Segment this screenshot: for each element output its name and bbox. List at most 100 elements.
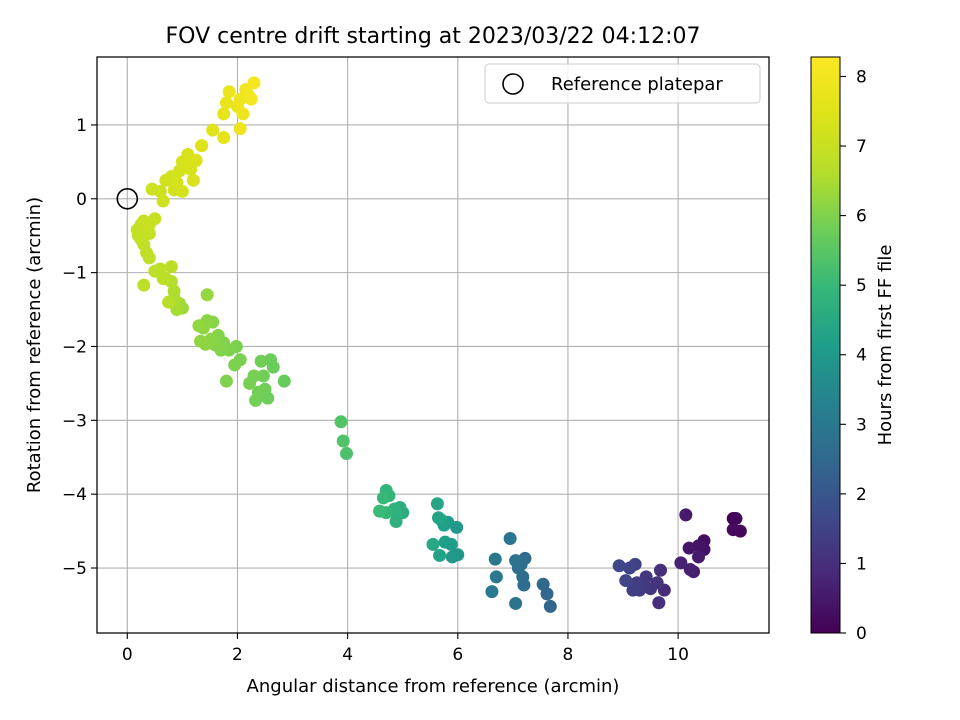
scatter-point bbox=[389, 514, 403, 528]
scatter-point bbox=[438, 535, 452, 549]
legend: Reference platepar bbox=[484, 63, 761, 104]
x-axis-ticks: 0 2 4 6 8 10 bbox=[122, 633, 689, 665]
scatter-point bbox=[243, 376, 257, 390]
scatter-point bbox=[489, 570, 503, 584]
scatter-point bbox=[244, 92, 258, 106]
chart-title: FOV centre drift starting at 2023/03/22 … bbox=[166, 24, 701, 49]
y-tick-label: −5 bbox=[62, 559, 87, 579]
colorbar: 0 1 2 3 4 5 6 7 8 Hours from first FF file bbox=[810, 56, 896, 644]
reference-point-icon bbox=[116, 187, 139, 210]
scatter-point bbox=[543, 599, 557, 613]
colorbar-label: Hours from first FF file bbox=[875, 245, 896, 446]
legend-entry-reference: Reference platepar bbox=[551, 74, 723, 95]
scatter-point bbox=[156, 194, 170, 208]
scatter-point bbox=[217, 130, 231, 144]
x-tick-label: 0 bbox=[122, 645, 133, 665]
colorbar-gradient bbox=[810, 56, 841, 634]
y-tick-label: −2 bbox=[62, 337, 87, 357]
scatter-point bbox=[488, 552, 502, 566]
scatter-point bbox=[249, 393, 263, 407]
scatter-point bbox=[340, 447, 354, 461]
scatter-point bbox=[612, 559, 626, 573]
legend-marker-icon bbox=[502, 73, 524, 95]
scatter-point bbox=[148, 212, 162, 226]
scatter-point bbox=[228, 358, 242, 372]
scatter-point bbox=[206, 123, 220, 137]
scatter-point bbox=[653, 563, 667, 577]
scatter-point bbox=[679, 508, 693, 522]
scatter-point bbox=[682, 541, 696, 555]
scatter-point bbox=[729, 512, 743, 526]
plot-frame bbox=[96, 56, 770, 634]
scatter-point bbox=[430, 497, 444, 511]
scatter-point bbox=[336, 434, 350, 448]
scatter-point bbox=[200, 288, 214, 302]
scatter-point bbox=[186, 173, 200, 187]
scatter-point bbox=[433, 548, 447, 562]
scatter-point bbox=[373, 504, 387, 518]
colorbar-tick-label: 1 bbox=[856, 554, 867, 574]
y-tick-label: 0 bbox=[76, 190, 87, 210]
scatter-point bbox=[485, 585, 499, 599]
y-axis-label: Rotation from reference (arcmin) bbox=[24, 197, 45, 493]
data-points bbox=[130, 76, 747, 613]
scatter-point bbox=[726, 523, 740, 537]
scatter-point bbox=[691, 550, 705, 564]
scatter-point bbox=[194, 334, 208, 348]
scatter-point bbox=[189, 153, 203, 167]
scatter-point bbox=[503, 531, 517, 545]
scatter-point bbox=[222, 85, 236, 99]
scatter-point bbox=[217, 107, 231, 121]
x-tick-label: 4 bbox=[342, 645, 353, 665]
x-axis-label: Angular distance from reference (arcmin) bbox=[247, 676, 620, 697]
y-tick-label: −3 bbox=[62, 411, 87, 431]
scatter-point bbox=[162, 295, 176, 309]
scatter-point bbox=[256, 369, 270, 383]
scatter-point bbox=[247, 76, 261, 90]
colorbar-tick-label: 5 bbox=[856, 276, 867, 296]
scatter-point bbox=[137, 278, 151, 292]
scatter-point bbox=[254, 354, 268, 368]
colorbar-tick-label: 4 bbox=[856, 346, 867, 366]
colorbar-tick-label: 6 bbox=[856, 207, 867, 227]
x-tick-label: 6 bbox=[452, 645, 463, 665]
scatter-point bbox=[509, 554, 523, 568]
scatter-point bbox=[277, 374, 291, 388]
scatter-point bbox=[148, 264, 162, 278]
grid bbox=[97, 57, 769, 633]
colorbar-tick-label: 7 bbox=[856, 137, 867, 157]
scatter-point bbox=[619, 574, 633, 588]
scatter-point bbox=[195, 139, 209, 153]
colorbar-tick-label: 3 bbox=[856, 415, 867, 435]
scatter-point bbox=[432, 511, 446, 525]
colorbar-ticks: 0 1 2 3 4 5 6 7 8 bbox=[840, 67, 867, 644]
scatter-point bbox=[164, 260, 178, 274]
scatter-point bbox=[233, 122, 247, 136]
scatter-point bbox=[652, 596, 666, 610]
scatter-point bbox=[674, 556, 688, 570]
x-tick-label: 8 bbox=[563, 645, 574, 665]
scatter-point bbox=[426, 537, 440, 551]
y-tick-label: 1 bbox=[76, 116, 87, 136]
scatter-point bbox=[334, 415, 348, 429]
scatter-point bbox=[683, 562, 697, 576]
scatter-point bbox=[236, 107, 250, 121]
scatter-point bbox=[219, 96, 233, 110]
scatter-point bbox=[626, 583, 640, 597]
x-tick-label: 10 bbox=[667, 645, 689, 665]
scatter-point bbox=[536, 577, 550, 591]
x-tick-label: 2 bbox=[232, 645, 243, 665]
scatter-point bbox=[509, 596, 523, 610]
y-axis-ticks: −5 −4 −3 −2 −1 0 1 bbox=[62, 116, 97, 579]
reference-marker bbox=[116, 187, 139, 210]
scatter-point bbox=[376, 491, 390, 505]
scatter-point bbox=[192, 319, 206, 333]
colorbar-tick-label: 8 bbox=[856, 67, 867, 87]
colorbar-tick-label: 0 bbox=[856, 624, 867, 644]
scatter-point bbox=[445, 550, 459, 564]
scatter-point bbox=[175, 184, 189, 198]
colorbar-tick-label: 2 bbox=[856, 485, 867, 505]
y-tick-label: −1 bbox=[62, 264, 87, 284]
y-tick-label: −4 bbox=[62, 485, 87, 505]
